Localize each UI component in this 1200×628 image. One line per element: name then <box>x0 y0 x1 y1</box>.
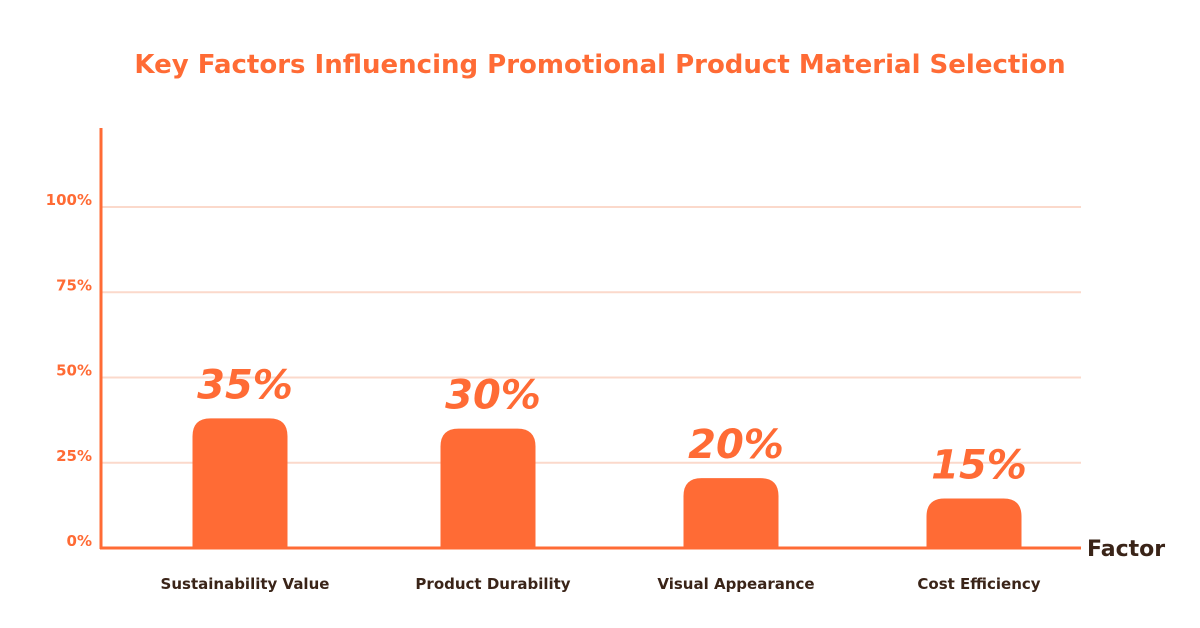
bar-3 <box>683 478 779 548</box>
data-label: 30% <box>445 373 541 419</box>
bars <box>192 418 1022 548</box>
bar-2 <box>440 428 536 548</box>
category-labels: Sustainability Value Product Durability Vi… <box>161 575 1041 593</box>
y-tick-label: 0% <box>67 532 92 550</box>
bar-1 <box>192 418 288 548</box>
x-axis-label: Factor <box>1087 537 1165 562</box>
category-label: Visual Appearance <box>657 575 814 593</box>
category-label: Product Durability <box>415 575 570 593</box>
y-tick-label: 75% <box>56 276 92 294</box>
category-label: Sustainability Value <box>161 575 330 593</box>
chart-title: Key Factors Influencing Promotional Prod… <box>134 50 1065 80</box>
grid-lines <box>101 206 1081 464</box>
category-label: Cost Efficiency <box>917 575 1040 593</box>
y-tick-label: 50% <box>56 362 92 380</box>
data-label: 20% <box>688 422 784 468</box>
data-label: 35% <box>197 362 293 408</box>
y-tick-label: 100% <box>46 191 92 209</box>
data-label: 15% <box>931 443 1027 489</box>
data-labels: 35% 30% 20% 15% <box>197 362 1027 488</box>
y-tick-label: 25% <box>56 447 92 465</box>
y-axis-ticks: 0% 25% 50% 75% 100% <box>46 191 92 550</box>
bar-4 <box>926 498 1022 548</box>
